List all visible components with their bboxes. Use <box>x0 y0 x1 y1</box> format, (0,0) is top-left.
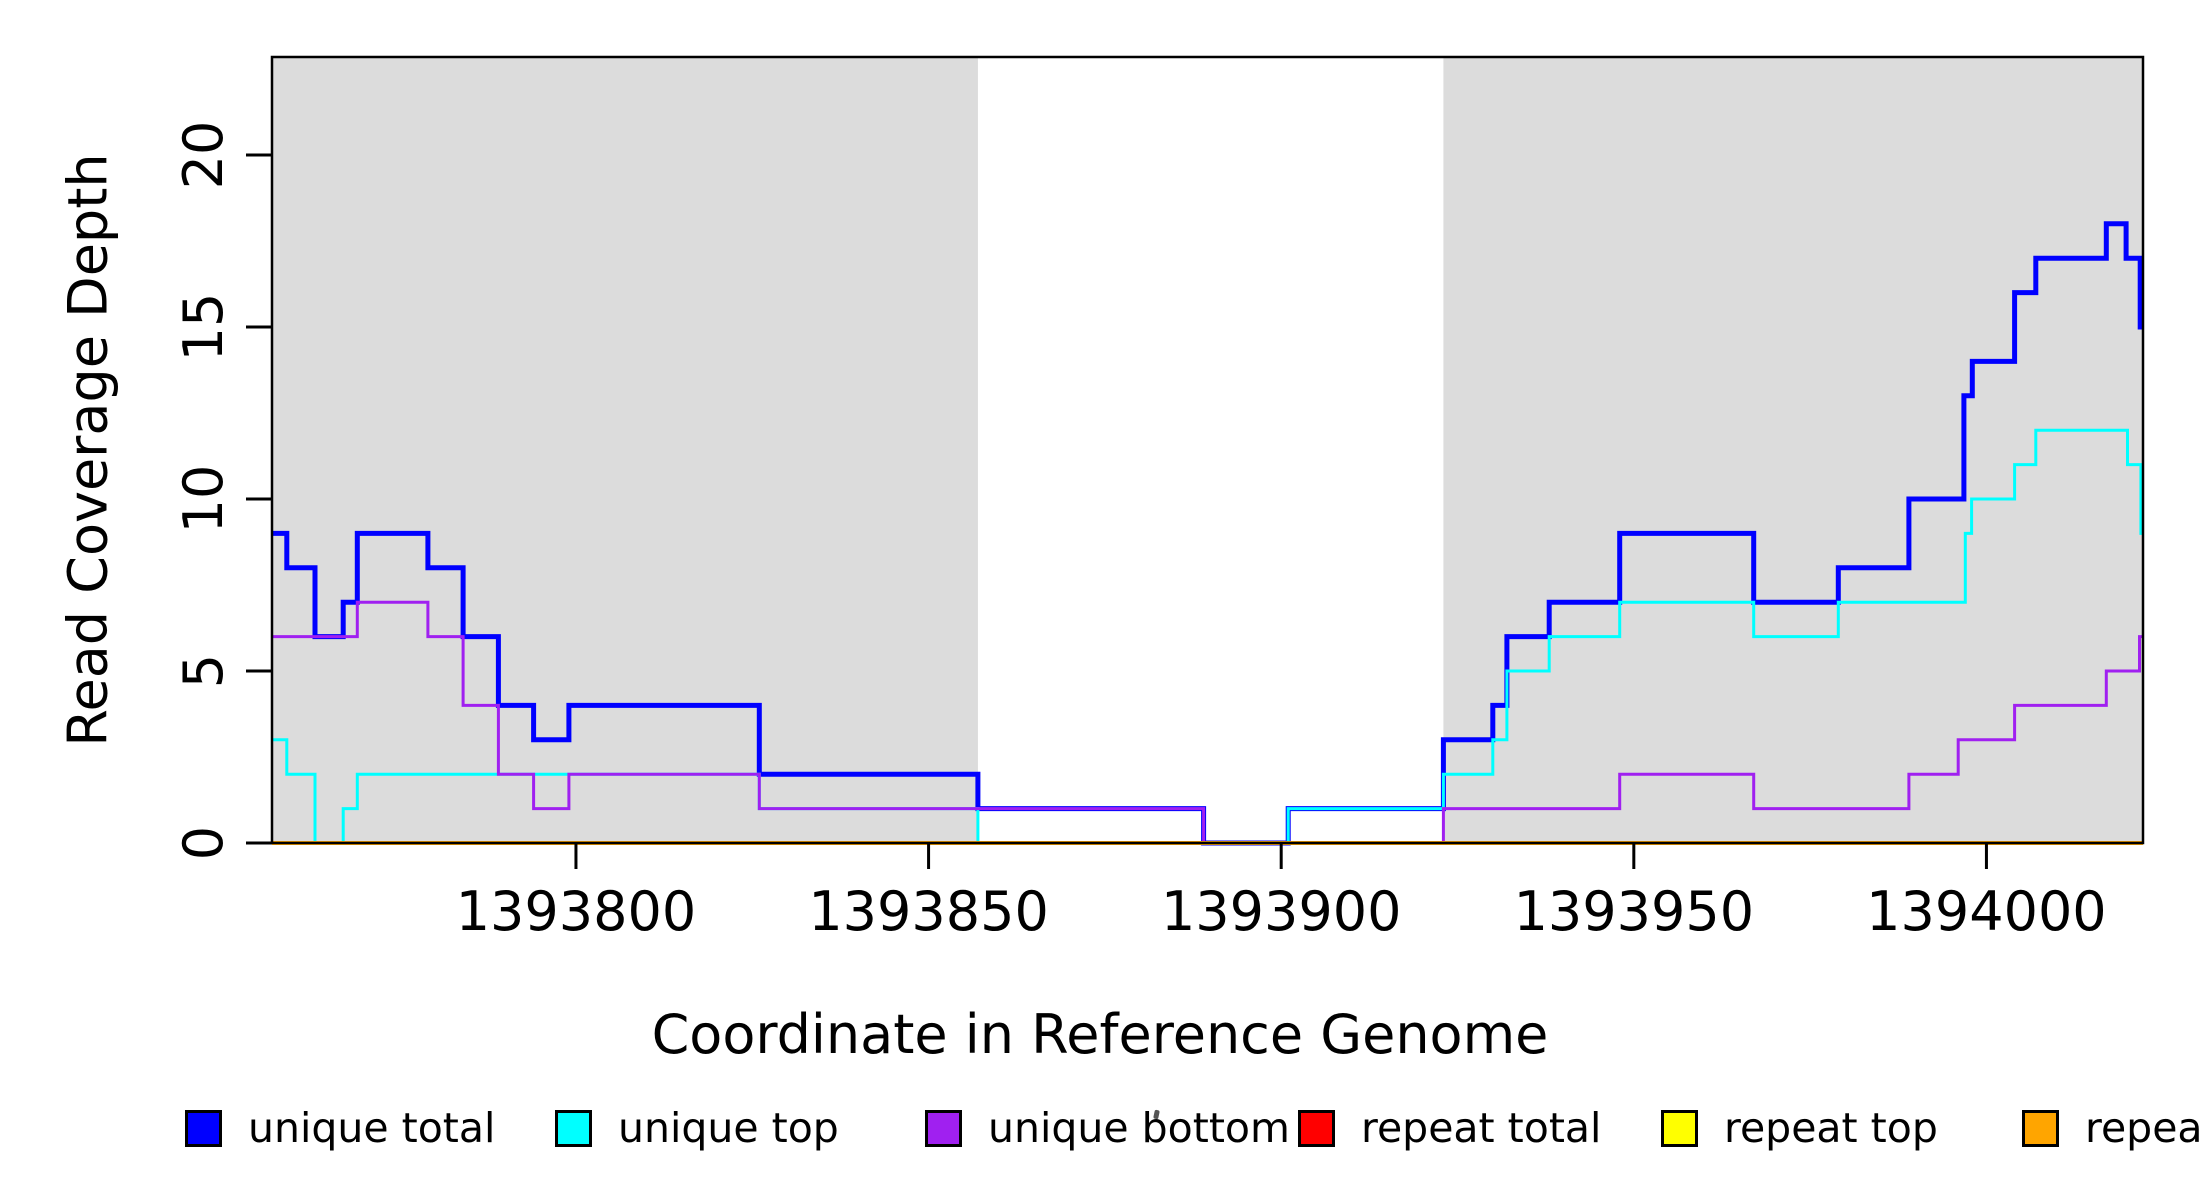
legend-swatch-unique-top <box>555 1109 592 1147</box>
left-shaded-region <box>272 57 978 843</box>
legend-item-unique-total: unique total <box>185 1100 495 1156</box>
legend-swatch-repeat-top <box>1661 1109 1698 1147</box>
legend-swatch-unique-bottom <box>925 1109 962 1147</box>
y-tick-label: 20 <box>172 121 235 190</box>
y-tick-label: 0 <box>172 826 235 860</box>
x-tick-label: 1393850 <box>808 880 1049 943</box>
legend-label: repeat top <box>1724 1104 1938 1152</box>
legend-swatch-unique-total <box>185 1109 222 1147</box>
x-tick-label: 1393950 <box>1514 880 1755 943</box>
plot-box <box>270 55 2145 845</box>
legend-label: unique top <box>618 1104 839 1152</box>
x-tick-label: 1393900 <box>1161 880 1402 943</box>
legend-item-repeat-bottom: repeat bottom <box>2022 1100 2200 1156</box>
x-tick-label: 1394000 <box>1866 880 2107 943</box>
y-tick-label: 5 <box>172 654 235 688</box>
x-tick-label: 1393800 <box>456 880 697 943</box>
right-shaded-region <box>1443 57 2143 843</box>
y-axis-title: Read Coverage Depth <box>56 153 120 747</box>
legend-label: unique total <box>248 1104 496 1152</box>
y-tick-label: 10 <box>172 465 235 534</box>
legend-item-unique-top: unique top <box>555 1100 839 1156</box>
legend-label: repeat bottom <box>2085 1104 2200 1152</box>
legend-item-unique-bottom: unique bottom <box>925 1100 1290 1156</box>
legend-item-repeat-total: repeat total <box>1298 1100 1601 1156</box>
legend-label: repeat total <box>1361 1104 1602 1152</box>
legend-swatch-repeat-total <box>1298 1109 1335 1147</box>
legend-label: unique bottom <box>988 1104 1290 1152</box>
legend-item-repeat-top: repeat top <box>1661 1100 1938 1156</box>
legend: unique total unique top unique bottom repea… <box>0 1100 2200 1160</box>
y-tick-label: 15 <box>172 293 235 362</box>
legend-swatch-repeat-bottom <box>2022 1109 2059 1147</box>
series-line-unique-total <box>272 221 2143 846</box>
x-axis-title: Coordinate in Reference Genome <box>651 1003 1549 1066</box>
series-line-unique-top <box>272 428 2143 845</box>
